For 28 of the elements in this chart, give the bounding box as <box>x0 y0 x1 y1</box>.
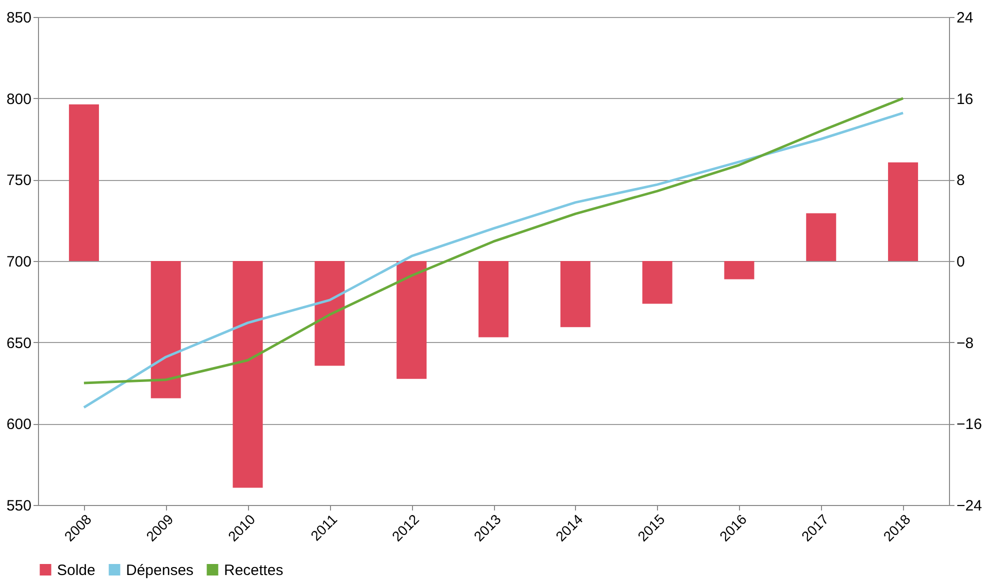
bar <box>68 104 99 261</box>
y2-tick-label: −16 <box>956 416 982 434</box>
bar <box>888 162 918 261</box>
legend-label: Dépenses <box>126 562 194 579</box>
y2-tick-label: 16 <box>956 90 974 108</box>
bar <box>150 261 181 398</box>
y-tick-label: 850 <box>6 10 32 26</box>
bar <box>232 261 263 488</box>
bar <box>560 261 590 328</box>
y2-tick-label: −8 <box>956 334 974 352</box>
y2-tick-label: 24 <box>956 10 974 26</box>
y2-tick-label: 0 <box>956 254 965 270</box>
bar <box>396 261 427 379</box>
bar <box>478 261 508 338</box>
y2-tick-label: 8 <box>956 172 965 190</box>
legend-label: Recettes <box>224 562 284 579</box>
legend-label: Solde <box>57 562 96 579</box>
y-tick-label: 650 <box>6 334 32 352</box>
bar <box>642 261 672 304</box>
y-tick-label: 600 <box>6 416 32 434</box>
bar <box>314 261 345 366</box>
y2-tick-label: −24 <box>956 498 982 514</box>
y-tick-label: 800 <box>6 90 32 108</box>
y-tick-label: 550 <box>6 498 32 514</box>
bar <box>724 261 754 280</box>
y-tick-label: 750 <box>6 172 32 190</box>
y-tick-label: 700 <box>6 254 32 270</box>
bar <box>806 213 836 261</box>
